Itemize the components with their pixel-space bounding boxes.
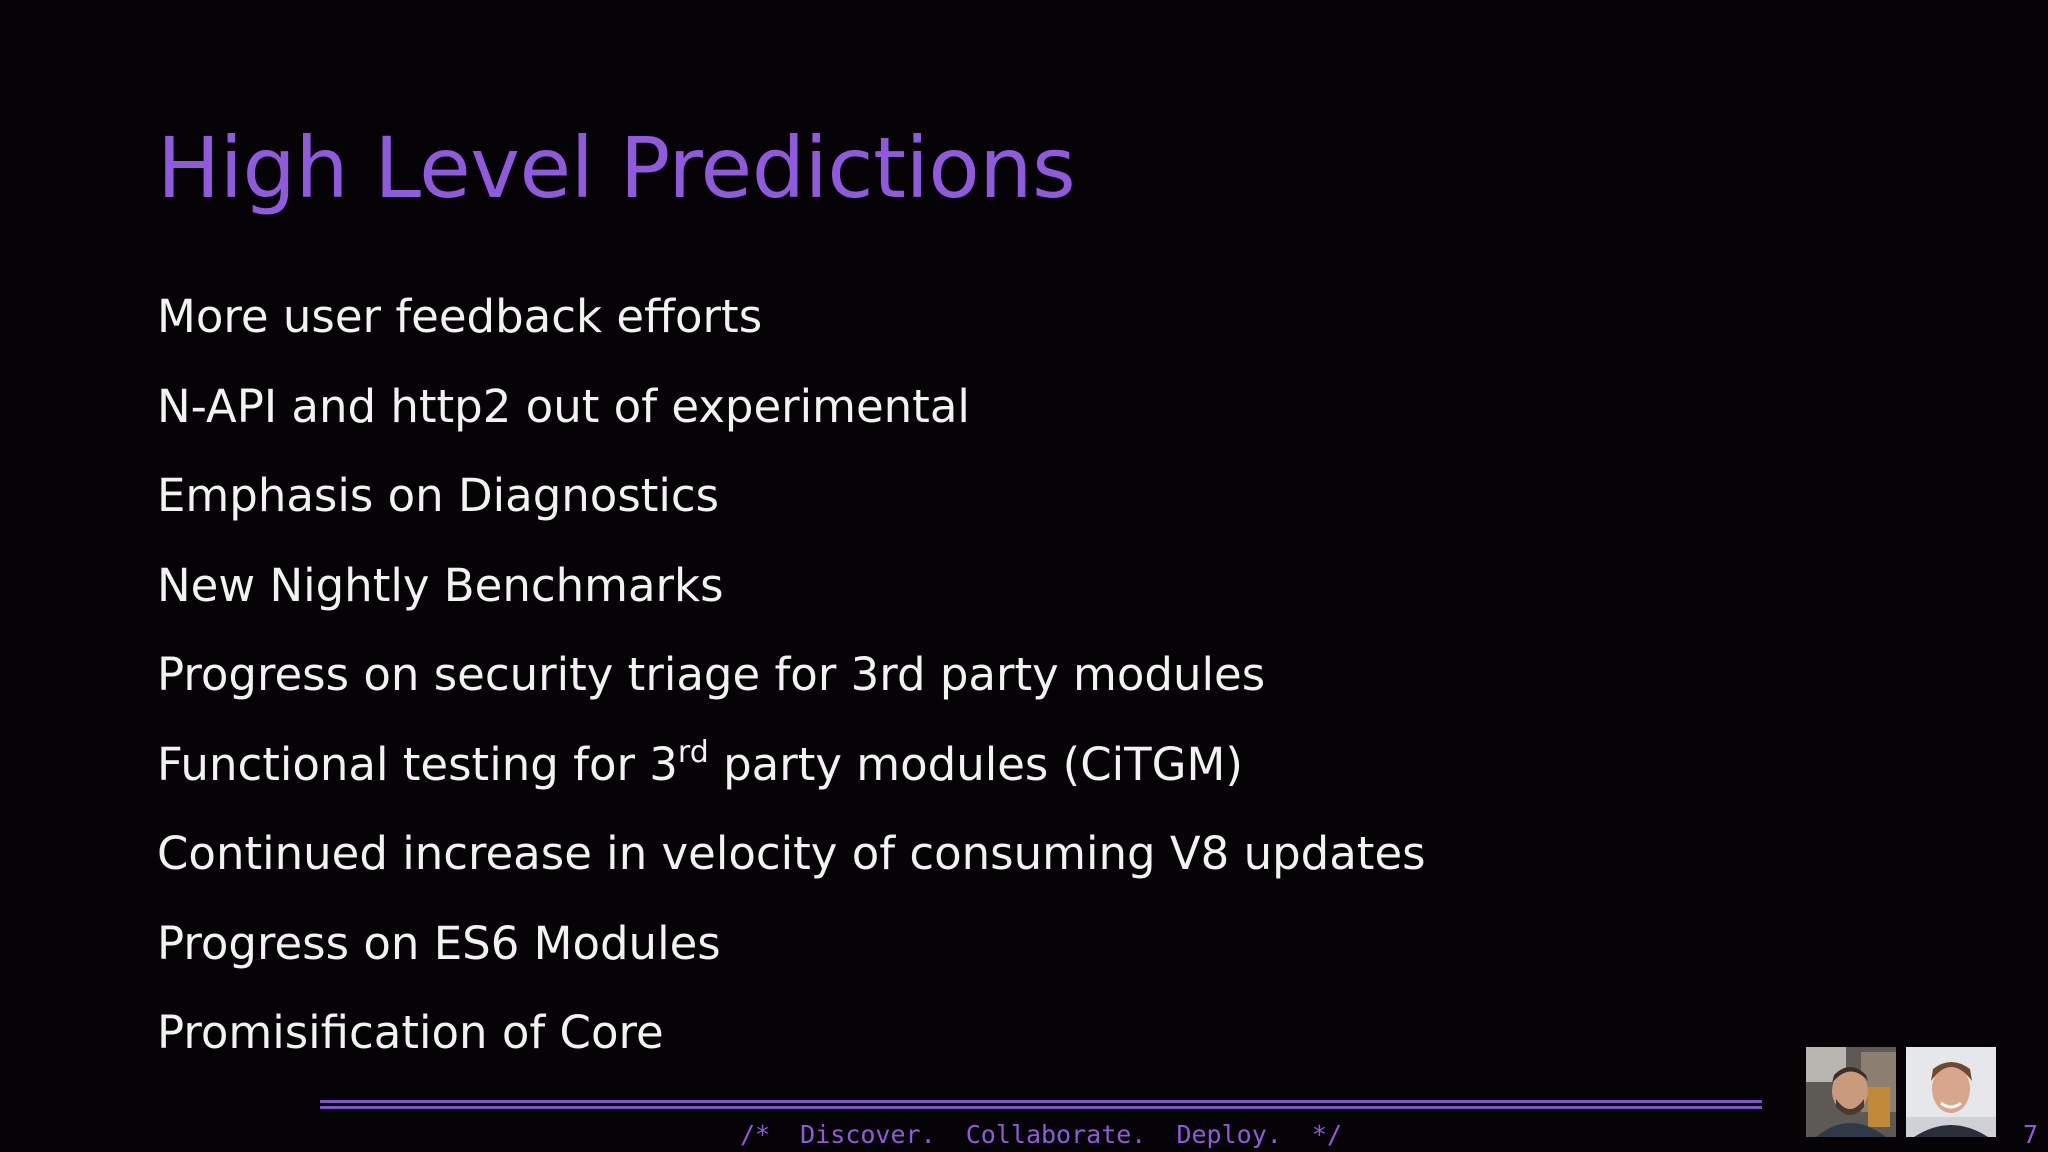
bullet-item: Progress on security triage for 3rd part… [157,648,1266,701]
bullet-item: Emphasis on Diagnostics [157,469,720,522]
bullet-list: More user feedback efforts N-API and htt… [157,282,1426,1088]
bullet-text-part: party modules (CiTGM) [708,737,1243,791]
ordinal-superscript: rd [677,734,709,770]
bullet-item: Continued increase in velocity of consum… [157,827,1426,880]
presenter-avatar-icon [1806,1047,1896,1137]
bullet-item: More user feedback efforts [157,290,763,343]
bullet-item: Functional testing for 3rd party modules… [157,730,1426,820]
slide-title: High Level Predictions [157,119,1076,217]
bullet-item: New Nightly Benchmarks [157,558,724,612]
bullet-text-part: Functional testing for 3 [157,737,678,791]
footer-tagline: /* Discover. Collaborate. Deploy. */ [739,1120,1343,1149]
bullet-item: Progress on ES6 Modules [157,916,721,970]
bullet-item: N-API and http2 out of experimental [157,379,970,433]
bullet-item: Promisification of Core [157,1006,664,1059]
page-number: 7 [2022,1120,2038,1149]
presenter-avatar-icon [1906,1047,1996,1137]
footer-divider [320,1100,1762,1103]
footer-divider [320,1106,1762,1109]
